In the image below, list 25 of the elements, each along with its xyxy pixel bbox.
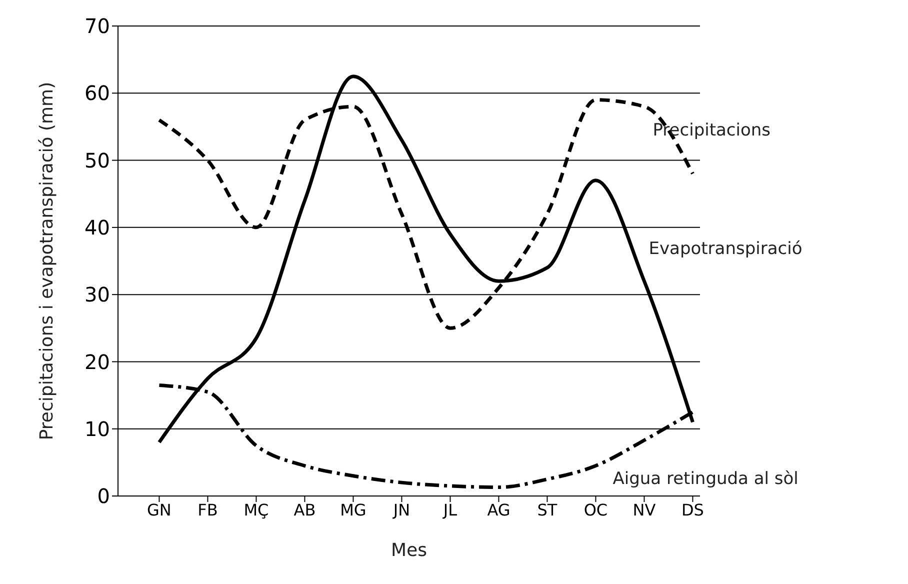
x-tick-label: DS: [681, 500, 704, 520]
x-tick-label: GN: [147, 500, 172, 520]
x-tick-label: MG: [340, 500, 366, 520]
x-tick-label: ST: [537, 500, 558, 520]
x-tick-label: MÇ: [244, 500, 269, 520]
y-tick-label: 10: [84, 416, 110, 441]
y-tick-label: 50: [84, 148, 110, 172]
y-tick-label: 40: [84, 216, 110, 240]
series-label: Aigua retinguda al sòl: [612, 469, 798, 490]
y-tick-label: 30: [84, 282, 110, 307]
x-tick-label: NV: [632, 500, 656, 520]
x-tick-label: JL: [442, 500, 458, 520]
y-tick-label: 0: [97, 484, 110, 508]
x-tick-label: JN: [392, 500, 410, 520]
series-label: Precipitacions: [652, 120, 771, 141]
y-tick-label: 70: [84, 14, 110, 38]
x-axis-title: Mes: [391, 540, 427, 561]
x-tick-label: FB: [198, 500, 218, 520]
y-tick-label: 60: [84, 81, 110, 106]
y-axis-title: Precipitacions i evapotranspiració (mm): [36, 82, 58, 440]
x-tick-label: OC: [584, 500, 608, 520]
series-label: Evapotranspiració: [648, 239, 802, 260]
x-tick-label: AB: [294, 500, 316, 520]
x-tick-label: AG: [487, 500, 510, 520]
y-tick-label: 20: [84, 350, 110, 374]
